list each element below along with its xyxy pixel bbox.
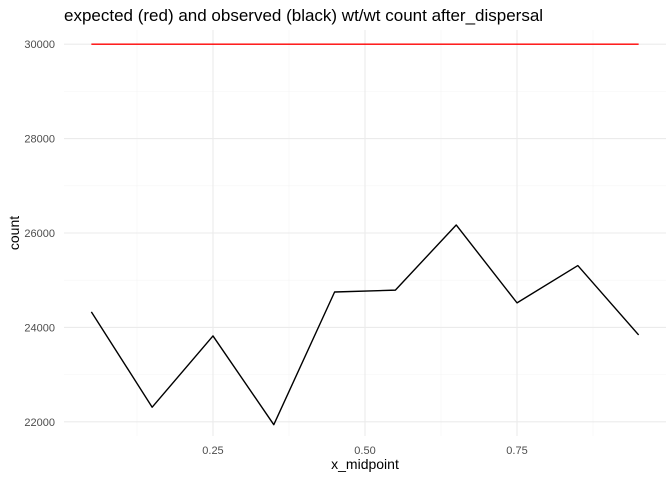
chart-title: expected (red) and observed (black) wt/w…	[64, 6, 543, 25]
major-gridlines	[64, 30, 666, 436]
y-axis-title: count	[6, 216, 22, 250]
x-tick-label: 0.75	[506, 445, 527, 457]
y-tick-label: 24000	[24, 322, 55, 334]
y-tick-label: 30000	[24, 39, 55, 51]
x-tick-label: 0.25	[202, 445, 223, 457]
y-tick-label: 26000	[24, 228, 55, 240]
x-tick-label: 0.50	[354, 445, 375, 457]
y-tick-label: 28000	[24, 134, 55, 146]
series-lines	[90, 43, 640, 426]
x-axis-title: x_midpoint	[331, 456, 399, 472]
observed-series-line	[90, 224, 640, 426]
y-axis-tick-labels: 22000 24000 26000 28000 30000	[24, 39, 55, 429]
y-tick-label: 22000	[24, 417, 55, 429]
x-axis-tick-labels: 0.25 0.50 0.75	[202, 445, 527, 457]
